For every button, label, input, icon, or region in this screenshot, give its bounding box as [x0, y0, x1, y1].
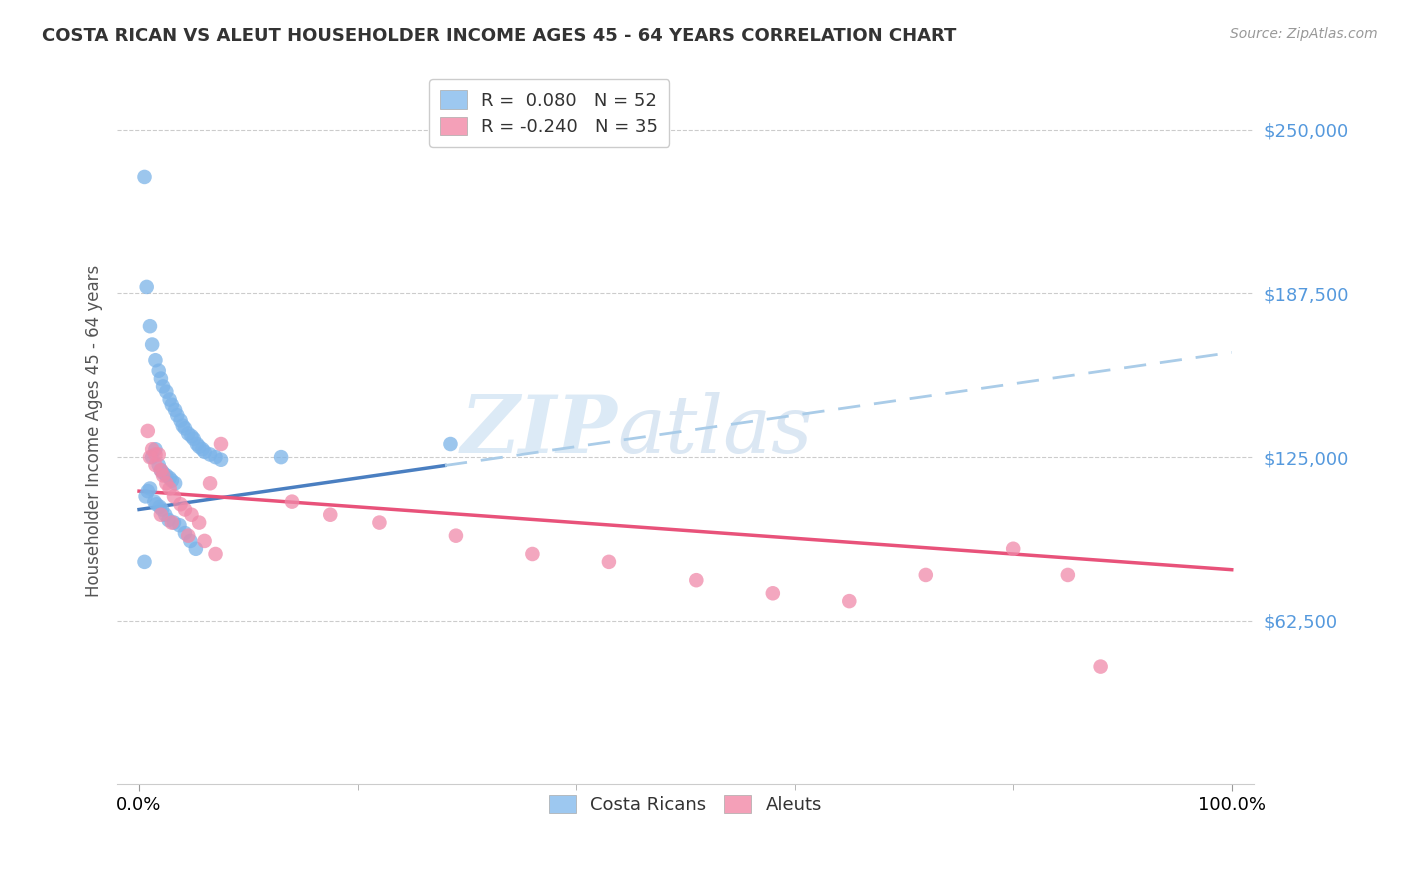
Point — [914, 568, 936, 582]
Point — [188, 516, 211, 530]
Point — [165, 403, 187, 417]
Point — [148, 458, 170, 472]
Point — [177, 529, 200, 543]
Point — [136, 424, 159, 438]
Point — [143, 494, 166, 508]
Point — [166, 408, 188, 422]
Y-axis label: Householder Income Ages 45 - 64 years: Householder Income Ages 45 - 64 years — [86, 265, 103, 597]
Point — [169, 497, 191, 511]
Point — [148, 448, 170, 462]
Point — [838, 594, 860, 608]
Point — [174, 502, 197, 516]
Point — [155, 508, 177, 522]
Point — [149, 500, 172, 514]
Point — [194, 533, 217, 548]
Point — [135, 489, 157, 503]
Point — [174, 421, 197, 435]
Point — [145, 497, 167, 511]
Point — [198, 476, 221, 491]
Point — [444, 529, 467, 543]
Point — [134, 555, 156, 569]
Point — [204, 547, 226, 561]
Point — [159, 392, 181, 407]
Point — [598, 555, 620, 569]
Point — [169, 518, 191, 533]
Point — [188, 440, 211, 454]
Point — [149, 463, 172, 477]
Point — [149, 463, 172, 477]
Point — [191, 442, 214, 457]
Point — [179, 533, 201, 548]
Point — [160, 474, 183, 488]
Point — [139, 319, 162, 334]
Point — [762, 586, 785, 600]
Point — [152, 466, 174, 480]
Point — [172, 418, 194, 433]
Point — [160, 516, 183, 530]
Point — [139, 482, 162, 496]
Point — [281, 494, 304, 508]
Point — [209, 452, 232, 467]
Point — [152, 468, 174, 483]
Text: atlas: atlas — [617, 392, 813, 470]
Point — [194, 445, 217, 459]
Point — [134, 169, 156, 184]
Point — [163, 489, 186, 503]
Point — [1002, 541, 1025, 556]
Point — [183, 432, 205, 446]
Point — [174, 526, 197, 541]
Point — [155, 468, 177, 483]
Text: COSTA RICAN VS ALEUT HOUSEHOLDER INCOME AGES 45 - 64 YEARS CORRELATION CHART: COSTA RICAN VS ALEUT HOUSEHOLDER INCOME … — [42, 27, 956, 45]
Text: ZIP: ZIP — [460, 392, 617, 470]
Point — [141, 450, 163, 464]
Point — [145, 458, 167, 472]
Point — [180, 508, 202, 522]
Point — [157, 513, 180, 527]
Point — [145, 442, 167, 457]
Point — [135, 280, 157, 294]
Point — [149, 371, 172, 385]
Point — [141, 442, 163, 457]
Legend: Costa Ricans, Aleuts: Costa Ricans, Aleuts — [537, 784, 832, 825]
Point — [270, 450, 292, 464]
Point — [685, 573, 707, 587]
Point — [319, 508, 342, 522]
Point — [165, 476, 187, 491]
Point — [145, 353, 167, 368]
Point — [150, 502, 173, 516]
Point — [145, 448, 167, 462]
Point — [148, 364, 170, 378]
Point — [152, 379, 174, 393]
Point — [186, 437, 208, 451]
Point — [159, 482, 181, 496]
Point — [136, 484, 159, 499]
Point — [180, 429, 202, 443]
Point — [163, 516, 186, 530]
Point — [169, 413, 191, 427]
Point — [1090, 659, 1112, 673]
Point — [184, 541, 207, 556]
Text: Source: ZipAtlas.com: Source: ZipAtlas.com — [1230, 27, 1378, 41]
Point — [522, 547, 544, 561]
Point — [155, 384, 177, 399]
Point — [177, 426, 200, 441]
Point — [155, 476, 177, 491]
Point — [141, 337, 163, 351]
Point — [204, 450, 226, 464]
Point — [198, 448, 221, 462]
Point — [1056, 568, 1078, 582]
Point — [139, 450, 162, 464]
Point — [439, 437, 461, 451]
Point — [160, 398, 183, 412]
Point — [209, 437, 232, 451]
Point — [149, 508, 172, 522]
Point — [368, 516, 391, 530]
Point — [159, 471, 181, 485]
